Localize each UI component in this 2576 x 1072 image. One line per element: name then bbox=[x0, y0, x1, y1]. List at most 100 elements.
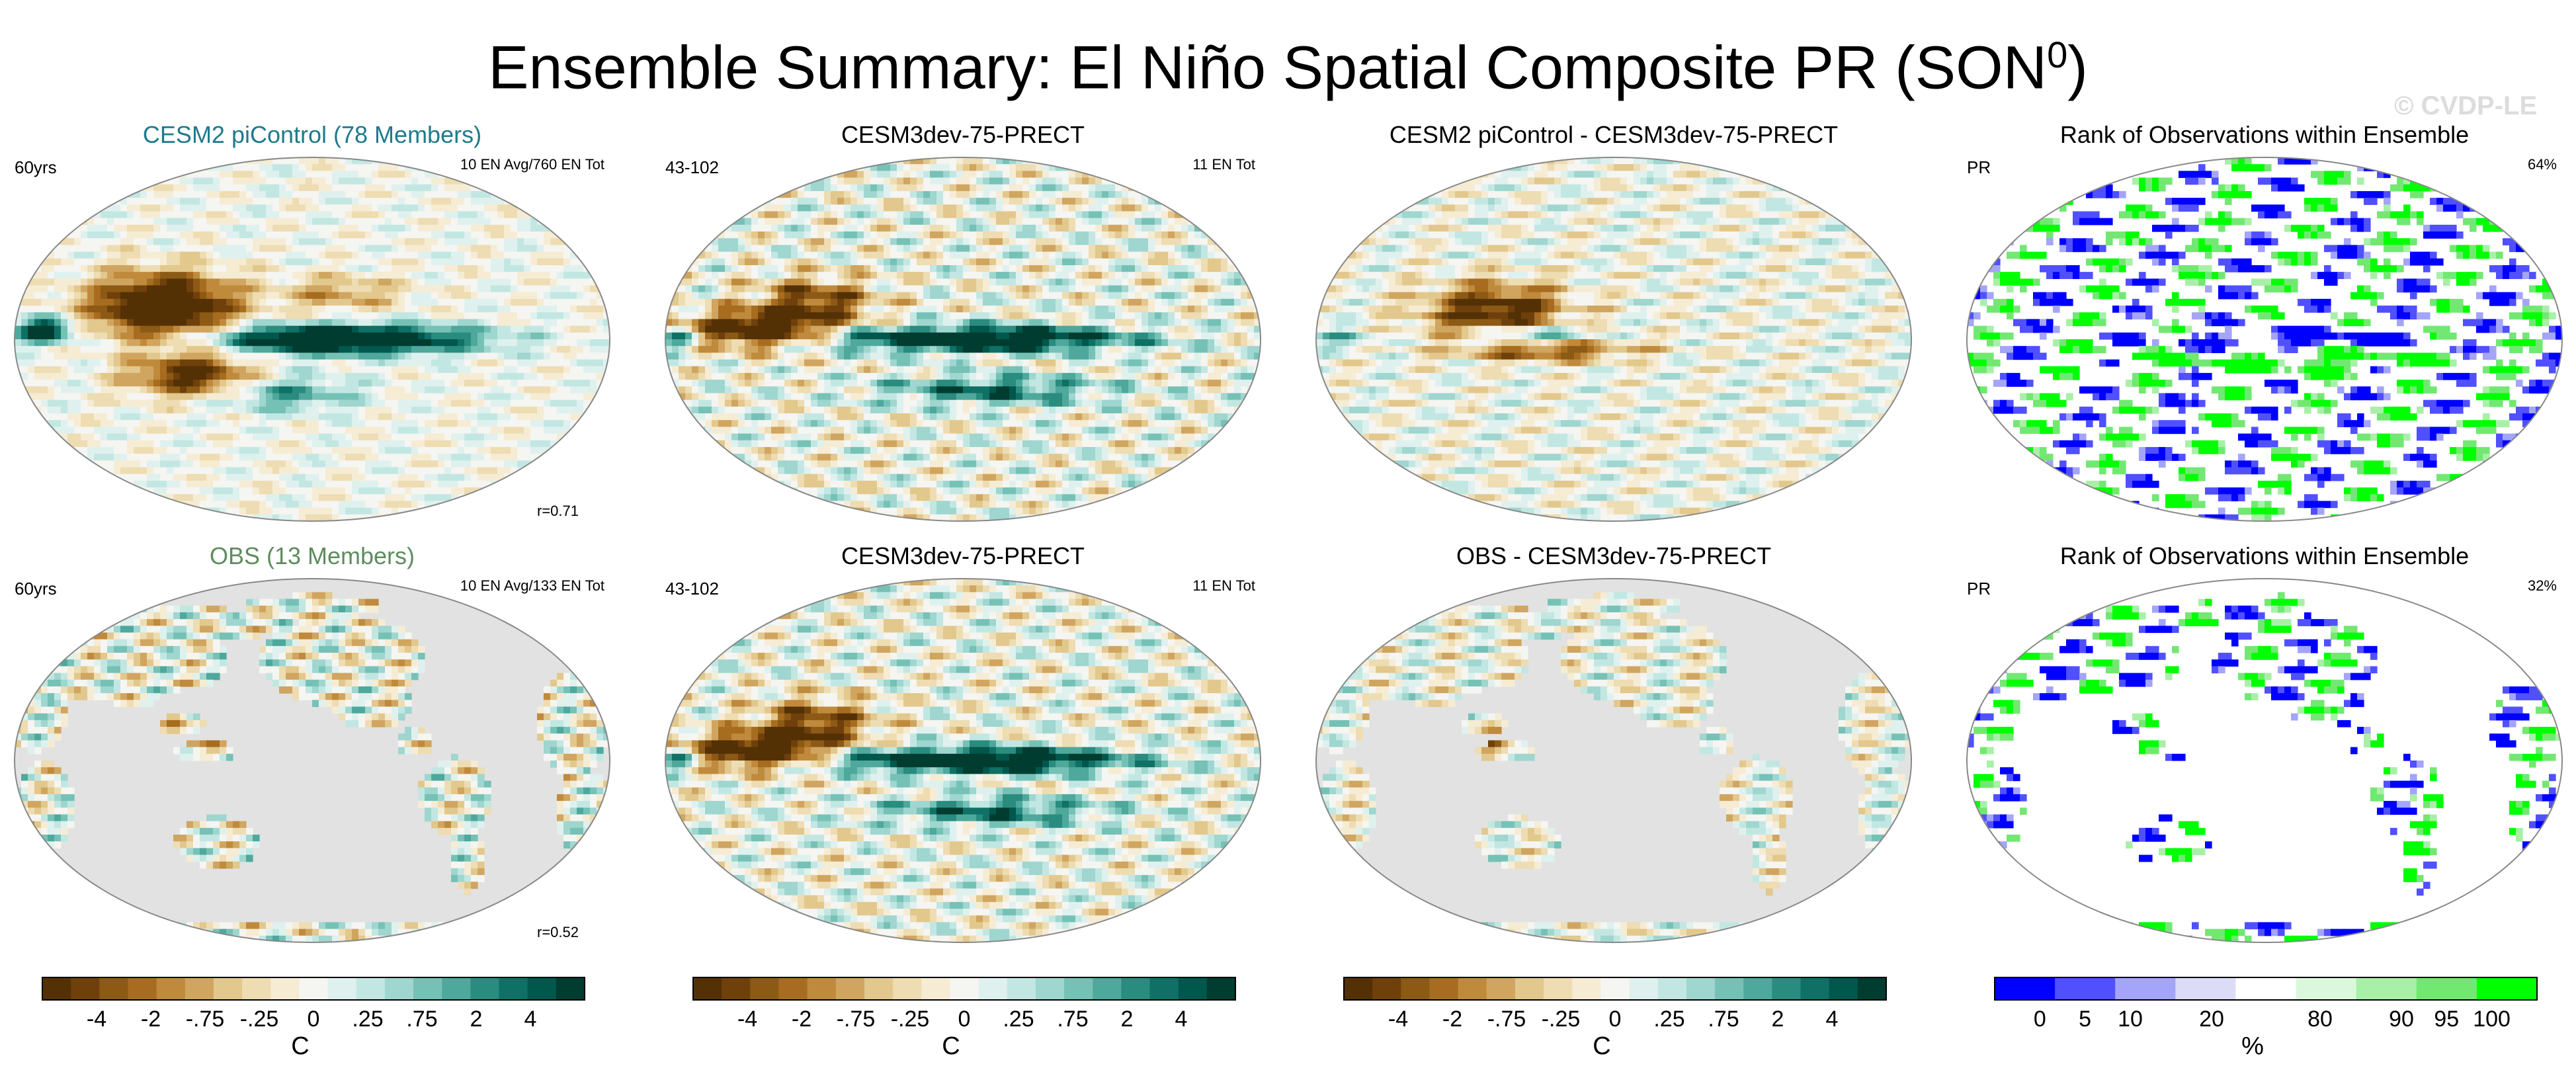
heatmap-cell bbox=[517, 413, 524, 421]
heatmap-cell bbox=[34, 427, 42, 434]
heatmap-cell bbox=[398, 218, 405, 226]
heatmap-cell bbox=[101, 460, 108, 468]
heatmap-cell bbox=[259, 251, 267, 259]
heatmap-cell bbox=[464, 413, 472, 421]
heatmap-cell bbox=[127, 487, 134, 495]
heatmap-cell bbox=[193, 507, 200, 515]
heatmap-cell bbox=[160, 487, 167, 495]
heatmap-cell bbox=[345, 231, 353, 239]
heatmap-cell bbox=[94, 211, 101, 219]
heatmap-cell bbox=[173, 380, 181, 387]
heatmap-cell bbox=[67, 454, 75, 461]
heatmap-cell bbox=[392, 352, 399, 360]
heatmap-cell bbox=[491, 258, 498, 266]
heatmap-cell bbox=[444, 467, 452, 475]
heatmap-cell bbox=[306, 218, 313, 226]
heatmap-cell bbox=[48, 211, 55, 219]
heatmap-cell bbox=[101, 319, 108, 327]
heatmap-cell bbox=[87, 501, 95, 509]
heatmap-cell bbox=[21, 366, 28, 374]
heatmap-cell bbox=[478, 372, 485, 380]
heatmap-cell bbox=[392, 157, 399, 165]
heatmap-cell bbox=[451, 251, 458, 259]
heatmap-cell bbox=[259, 427, 267, 434]
heatmap-cell bbox=[266, 272, 273, 279]
heatmap-cell bbox=[557, 211, 564, 219]
heatmap-cell bbox=[339, 278, 346, 286]
heatmap-cell bbox=[180, 494, 187, 502]
heatmap-cell bbox=[325, 312, 333, 320]
heatmap-cell bbox=[28, 446, 35, 454]
heatmap-cell bbox=[21, 190, 28, 198]
heatmap-cell bbox=[471, 386, 478, 394]
heatmap-cell bbox=[332, 474, 339, 481]
heatmap-cell bbox=[352, 406, 359, 414]
heatmap-cell bbox=[478, 218, 485, 226]
heatmap-cell bbox=[173, 306, 181, 313]
heatmap-cell bbox=[15, 272, 22, 279]
heatmap-cell bbox=[464, 386, 472, 394]
heatmap-cell bbox=[372, 427, 379, 434]
heatmap-cell bbox=[837, 157, 845, 165]
heatmap-cell bbox=[312, 460, 319, 468]
heatmap-cell bbox=[54, 433, 62, 441]
heatmap-cell bbox=[563, 245, 571, 253]
heatmap-cell bbox=[292, 494, 300, 502]
heatmap-cell bbox=[497, 433, 505, 441]
heatmap-cell bbox=[478, 258, 485, 266]
heatmap-cell bbox=[54, 346, 62, 353]
heatmap-cell bbox=[220, 231, 227, 239]
heatmap-cell bbox=[187, 372, 194, 380]
heatmap-cell bbox=[597, 184, 604, 192]
heatmap-cell bbox=[147, 372, 154, 380]
heatmap-cell bbox=[292, 177, 300, 185]
heatmap-cell bbox=[120, 440, 128, 448]
heatmap-cell bbox=[530, 218, 538, 226]
heatmap-cell bbox=[233, 487, 240, 495]
heatmap-cell bbox=[239, 298, 247, 306]
heatmap-cell bbox=[590, 440, 597, 448]
heatmap-cell bbox=[385, 245, 392, 253]
heatmap-cell bbox=[15, 440, 22, 448]
heatmap-cell bbox=[418, 251, 425, 259]
heatmap-cell bbox=[94, 393, 101, 401]
heatmap-cell bbox=[48, 346, 55, 353]
heatmap-cell bbox=[272, 460, 280, 468]
heatmap-cell bbox=[54, 312, 62, 320]
heatmap-cell bbox=[325, 393, 333, 401]
heatmap-cell bbox=[140, 164, 147, 171]
heatmap-cell bbox=[160, 440, 167, 448]
heatmap-cell bbox=[590, 218, 597, 226]
heatmap-cell bbox=[583, 218, 591, 226]
heatmap-cell bbox=[292, 514, 300, 521]
heatmap-cell bbox=[54, 218, 62, 226]
heatmap-cell bbox=[312, 406, 319, 414]
heatmap-cell bbox=[425, 184, 432, 192]
heatmap-cell bbox=[392, 359, 399, 367]
heatmap-cell bbox=[405, 198, 412, 205]
heatmap-cell bbox=[114, 184, 121, 192]
heatmap-cell bbox=[233, 164, 240, 171]
heatmap-cell bbox=[530, 352, 538, 360]
heatmap-cell bbox=[597, 198, 604, 205]
heatmap-cell bbox=[378, 292, 386, 300]
heatmap-cell bbox=[259, 446, 267, 454]
heatmap-cell bbox=[577, 460, 584, 468]
heatmap-cell bbox=[200, 332, 207, 340]
heatmap-cell bbox=[253, 433, 260, 441]
heatmap-cell bbox=[458, 386, 465, 394]
heatmap-cell bbox=[511, 306, 518, 313]
heatmap-cell bbox=[226, 298, 233, 306]
heatmap-cell bbox=[306, 177, 313, 185]
heatmap-cell bbox=[200, 487, 207, 495]
heatmap-cell bbox=[61, 211, 68, 219]
heatmap-cell bbox=[597, 507, 604, 515]
heatmap-cell bbox=[345, 420, 353, 428]
heatmap-cell bbox=[411, 292, 419, 300]
heatmap-cell bbox=[358, 177, 366, 185]
heatmap-cell bbox=[87, 339, 95, 347]
heatmap-cell bbox=[590, 245, 597, 253]
heatmap-cell bbox=[411, 319, 419, 327]
heatmap-cell bbox=[570, 386, 577, 394]
heatmap-cell bbox=[550, 380, 558, 387]
